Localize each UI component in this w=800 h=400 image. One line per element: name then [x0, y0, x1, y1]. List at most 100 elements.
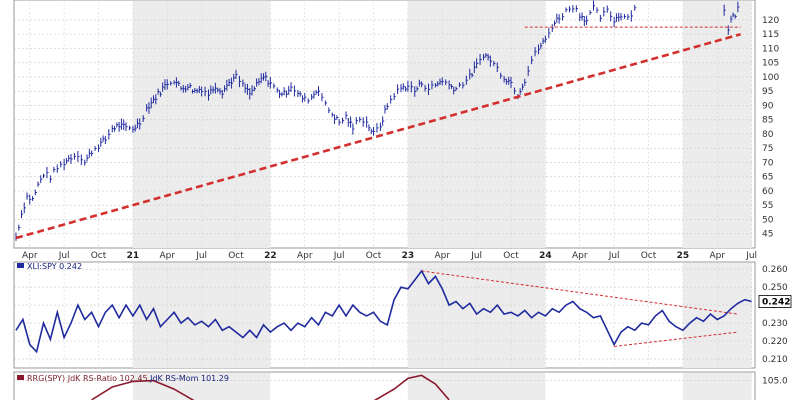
price-bar-114 [315, 90, 318, 95]
price-bar-111 [307, 98, 310, 104]
price-x-tick-label-8: Apr [297, 251, 313, 261]
price-bar-178 [500, 72, 503, 79]
price-bar-107 [297, 89, 300, 97]
price-bar-59 [178, 80, 181, 86]
price-bar-208 [586, 15, 589, 26]
price-trendlines [15, 26, 741, 240]
price-bar-41 [132, 125, 135, 133]
price-bar-18 [68, 155, 71, 162]
price-x-tick-label-10: Oct [366, 251, 382, 261]
ratio-y-tick-label-2: 0.230 [762, 319, 788, 329]
price-bar-61 [182, 84, 185, 93]
price-bar-193 [542, 37, 545, 45]
price-x-tick-label-5: Jul [195, 251, 207, 261]
price-bar-156 [437, 81, 440, 87]
price-bar-43 [136, 118, 140, 129]
price-bar-87 [246, 83, 250, 95]
price-bar-160 [448, 80, 451, 90]
price-bar-191 [538, 44, 541, 55]
price-bar-23 [84, 159, 87, 166]
price-bar-99 [276, 87, 279, 93]
price-bar-30 [102, 135, 105, 142]
price-bar-57 [173, 80, 176, 85]
price-y-axis: 45 50 55 60 65 70 75 80 85 90 95 100 105 110 115 120 [762, 16, 779, 240]
price-bar-5 [29, 194, 32, 205]
price-bar-221 [627, 14, 630, 20]
price-bar-183 [513, 87, 517, 95]
price-bar-137 [382, 116, 385, 126]
price-bar-143 [400, 84, 403, 93]
price-bar-152 [424, 84, 427, 92]
price-bar-109 [301, 95, 305, 103]
price-bar-102 [283, 87, 286, 96]
price-y-tick-label-10: 95 [762, 87, 773, 97]
price-bar-131 [366, 116, 369, 128]
price-bar-118 [328, 107, 331, 114]
price-bar-144 [402, 83, 405, 91]
price-bar-147 [410, 81, 413, 93]
price-y-tick-label-11: 100 [762, 73, 779, 83]
price-bar-222 [630, 10, 633, 22]
price-bar-176 [493, 60, 496, 67]
price-bar-88 [249, 88, 252, 100]
price-bar-91 [256, 78, 259, 87]
price-bar-165 [462, 82, 465, 89]
price-bar-31 [104, 136, 107, 144]
price-bar-85 [242, 79, 245, 87]
price-bar-206 [581, 12, 584, 21]
price-x-tick-label-7: 22 [264, 251, 277, 261]
price-bar-148 [414, 86, 417, 97]
price-bar-187 [524, 78, 527, 86]
price-support-trendline [15, 32, 741, 240]
price-bar-65 [191, 89, 195, 94]
price-bar-40 [128, 125, 132, 131]
price-bar-68 [198, 85, 201, 94]
price-bar-71 [208, 89, 211, 101]
price-bar-36 [118, 121, 121, 132]
price-y-tick-label-1: 50 [762, 215, 774, 225]
price-bar-179 [503, 76, 506, 83]
price-bar-77 [221, 89, 224, 99]
price-bar-73 [212, 86, 215, 94]
price-bar-120 [334, 114, 337, 125]
price-bar-182 [510, 76, 513, 89]
price-bar-16 [63, 158, 66, 171]
rrg-year-shade-1 [407, 373, 546, 400]
price-bar-86 [244, 83, 247, 94]
price-bar-13 [53, 166, 56, 173]
price-bar-49 [153, 95, 156, 104]
price-bar-78 [224, 85, 227, 93]
ratio-year-shading [132, 263, 752, 368]
ratio-legend-label: XLI:SPY 0.242 [27, 262, 82, 271]
price-bar-22 [80, 154, 83, 166]
price-bar-185 [519, 88, 522, 95]
price-x-tick-label-0: Apr [22, 251, 38, 261]
price-bar-20 [73, 152, 77, 160]
price-bar-51 [157, 88, 160, 95]
price-bar-212 [599, 14, 602, 22]
price-bar-117 [324, 100, 327, 106]
rrg-legend-label: RRG(SPY) JdK RS-Ratio 102.45 JdK RS-Mom … [27, 374, 229, 383]
price-bar-29 [100, 137, 103, 147]
price-bar-215 [610, 11, 613, 22]
price-bar-196 [551, 24, 554, 33]
price-bar-146 [407, 80, 410, 92]
price-x-axis: Apr Jul Oct 21 Apr Jul Oct 22 Apr Jul Oct 23 Apr Jul O… [22, 251, 757, 261]
price-bar-139 [386, 103, 389, 110]
ratio-legend-swatch [17, 263, 24, 268]
price-bar-124 [345, 111, 348, 120]
price-bar-154 [431, 80, 434, 90]
price-bar-108 [299, 91, 302, 97]
rrg-year-shade-2 [682, 373, 752, 400]
price-bar-209 [589, 10, 592, 15]
price-x-tick-label-3: 21 [127, 251, 140, 261]
price-bar-164 [458, 82, 462, 88]
price-bar-171 [479, 53, 482, 65]
price-bar-211 [596, 7, 599, 14]
price-x-tick-label-19: 25 [677, 251, 690, 261]
price-bar-175 [489, 55, 492, 67]
price-bar-92 [258, 78, 261, 86]
price-bar-35 [116, 122, 119, 128]
